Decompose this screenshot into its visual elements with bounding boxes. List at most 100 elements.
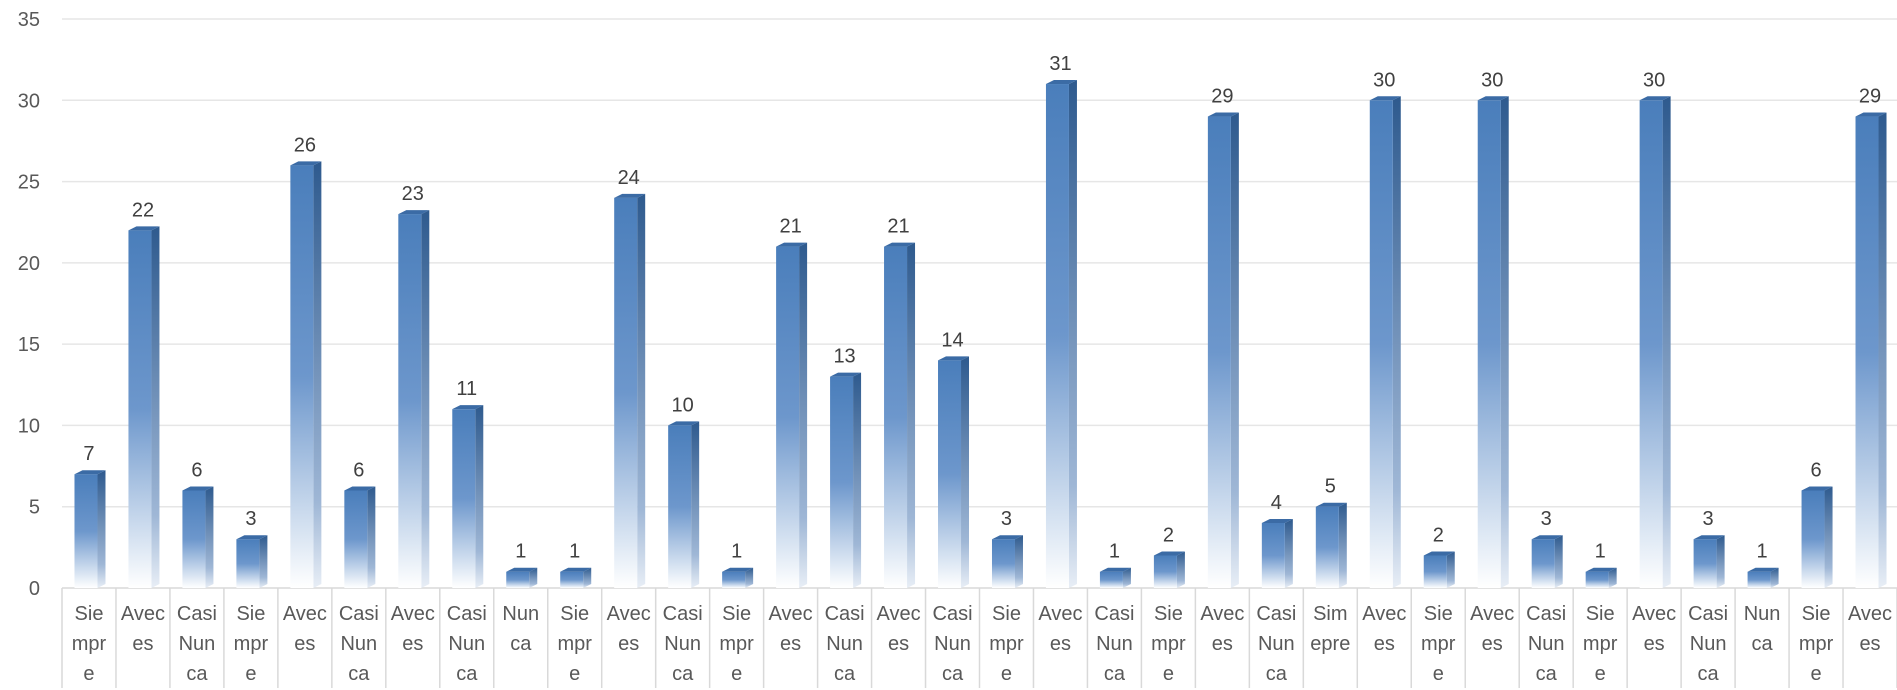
- data-label: 3: [1703, 508, 1714, 530]
- bar: [1045, 80, 1077, 589]
- y-tick-label: 5: [29, 497, 40, 519]
- data-label: 24: [618, 167, 640, 189]
- bar: [506, 567, 538, 588]
- data-label: 31: [1049, 53, 1071, 75]
- data-label: 30: [1373, 69, 1395, 91]
- bar: [74, 470, 106, 588]
- data-label: 29: [1211, 86, 1233, 108]
- data-label: 3: [1001, 508, 1012, 530]
- y-tick-label: 30: [18, 90, 40, 112]
- bar: [1261, 518, 1293, 588]
- bar: [884, 242, 916, 588]
- data-label: 1: [1109, 541, 1120, 563]
- x-category-label: Sie mpr e: [234, 603, 269, 685]
- x-category-label: Sie mpr e: [72, 603, 107, 685]
- bar: [722, 567, 754, 588]
- data-label: 7: [83, 443, 94, 465]
- bar: [1315, 502, 1347, 588]
- x-category-label: Sie mpr e: [989, 603, 1024, 685]
- x-category-label: Casi Nun ca: [1526, 603, 1566, 685]
- x-category-label: Avec es: [121, 603, 165, 655]
- x-category-label: Avec es: [1848, 603, 1892, 655]
- bar: [1801, 486, 1833, 588]
- x-category-label: Casi Nun ca: [339, 603, 379, 685]
- bar: [668, 421, 700, 588]
- x-category-label: Avec es: [1362, 603, 1406, 655]
- bar: [1639, 96, 1671, 589]
- data-label: 13: [833, 346, 855, 368]
- y-tick-label: 10: [18, 415, 40, 437]
- bar: [1153, 551, 1185, 588]
- data-label: 2: [1163, 524, 1174, 546]
- bar: [1855, 112, 1887, 589]
- data-label: 1: [1595, 541, 1606, 563]
- data-label: 11: [456, 378, 477, 400]
- bar: [776, 242, 808, 588]
- data-label: 26: [294, 134, 316, 156]
- bar: [830, 372, 862, 588]
- bar: [1585, 567, 1617, 588]
- y-tick-label: 0: [29, 578, 40, 600]
- x-category-label: Sim epre: [1310, 603, 1350, 655]
- bar: [344, 486, 376, 588]
- data-label: 6: [191, 459, 202, 481]
- data-label: 3: [1541, 508, 1552, 530]
- bar: [452, 405, 484, 588]
- data-label: 14: [941, 329, 963, 351]
- x-category-label: Avec es: [1632, 603, 1676, 655]
- data-label: 6: [1810, 459, 1821, 481]
- bars: [74, 80, 1887, 589]
- y-tick-label: 35: [18, 9, 40, 31]
- x-category-label: Nun ca: [1744, 603, 1781, 655]
- bar: [1369, 96, 1401, 589]
- x-category-label: Nun ca: [502, 603, 539, 655]
- data-label: 21: [887, 216, 909, 238]
- x-category-label: Sie mpr e: [1151, 603, 1186, 685]
- bar: [398, 210, 430, 589]
- x-category-label: Casi Nun ca: [1256, 603, 1296, 685]
- data-label: 1: [569, 541, 580, 563]
- bar: [1477, 96, 1509, 589]
- x-category-label: Avec es: [769, 603, 813, 655]
- x-category-label: Casi Nun ca: [1688, 603, 1728, 685]
- data-label: 3: [245, 508, 256, 530]
- bar: [938, 356, 970, 588]
- data-label: 29: [1859, 86, 1881, 108]
- data-label: 6: [353, 459, 364, 481]
- bar: [182, 486, 214, 588]
- x-category-label: Casi Nun ca: [177, 603, 217, 685]
- x-category-label: Casi Nun ca: [447, 603, 487, 685]
- x-category-label: Casi Nun ca: [1094, 603, 1134, 685]
- x-category-label: Avec es: [391, 603, 435, 655]
- bar: [236, 535, 268, 588]
- x-category-label: Sie mpr e: [1421, 603, 1456, 685]
- x-axis-category-labels: Sie mpr e Avec es Casi Nun ca Sie mpr e Avec es Casi N…: [61, 588, 1897, 688]
- data-label: 1: [515, 541, 526, 563]
- x-category-label: Casi Nun ca: [663, 603, 703, 685]
- data-label: 30: [1481, 69, 1503, 91]
- bar: [991, 535, 1023, 588]
- bar: [1531, 535, 1563, 588]
- x-category-label: Sie mpr e: [1583, 603, 1618, 685]
- x-category-label: Sie mpr e: [557, 603, 592, 685]
- y-tick-label: 15: [18, 334, 40, 356]
- data-label: 1: [731, 541, 742, 563]
- y-tick-label: 20: [18, 253, 40, 275]
- x-category-label: Avec es: [607, 603, 651, 655]
- data-label: 23: [402, 183, 424, 205]
- bar: [614, 193, 646, 589]
- data-label: 1: [1757, 541, 1768, 563]
- x-category-label: Avec es: [1470, 603, 1514, 655]
- data-label: 5: [1325, 476, 1336, 498]
- x-category-label: Casi Nun ca: [825, 603, 865, 685]
- data-label: 21: [779, 216, 801, 238]
- bar: [1747, 567, 1779, 588]
- data-label: 2: [1433, 524, 1444, 546]
- bar: [290, 161, 322, 589]
- x-category-label: Avec es: [283, 603, 327, 655]
- data-label: 4: [1271, 492, 1282, 514]
- bar: [1693, 535, 1725, 588]
